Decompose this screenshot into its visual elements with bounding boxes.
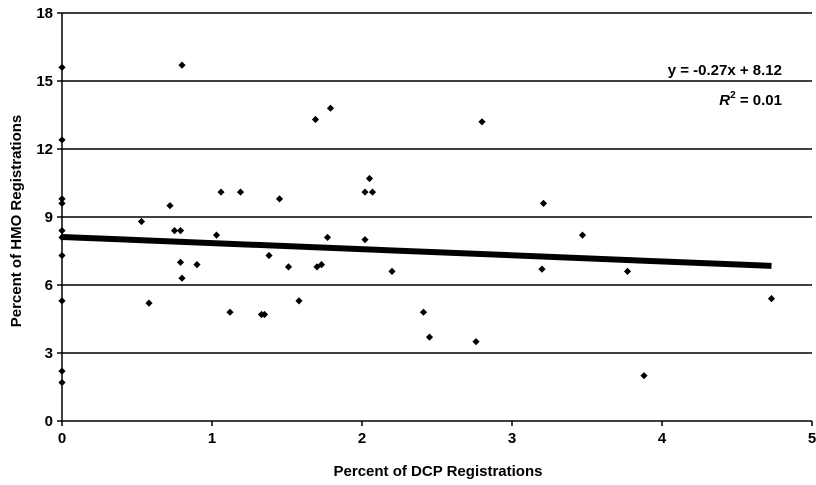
y-tick-labels: 0 3 6 9 12 15 18 [36, 5, 62, 430]
data-point [295, 297, 303, 305]
data-point [176, 227, 185, 235]
data-point [275, 195, 284, 203]
data-point [58, 233, 66, 241]
y-tick-label: 18 [36, 5, 53, 22]
data-point [58, 227, 66, 235]
data-point [58, 367, 66, 375]
x-axis-title: Percent of DCP Registrations [334, 463, 543, 480]
data-point [365, 174, 374, 183]
data-point [326, 104, 335, 112]
data-point [311, 115, 320, 124]
data-point [323, 233, 332, 241]
data-point [425, 333, 434, 341]
data-point [137, 217, 146, 226]
x-tick-label: 1 [208, 430, 216, 447]
x-tick-label: 4 [658, 430, 667, 447]
r-squared-r: R [719, 92, 730, 109]
data-point [145, 299, 153, 307]
data-point [539, 199, 548, 207]
r-squared-label: R2 = 0.01 [719, 90, 782, 109]
data-point [58, 199, 66, 207]
data-point [212, 231, 221, 239]
data-point [166, 202, 174, 210]
data-point [58, 63, 66, 71]
data-point [388, 267, 396, 275]
y-tick-label: 15 [36, 73, 53, 90]
data-point [478, 118, 486, 126]
data-point [361, 236, 369, 244]
data-point [170, 227, 179, 235]
x-tick-label: 0 [58, 430, 66, 447]
data-point [623, 267, 632, 275]
y-tick-label: 3 [45, 345, 53, 362]
data-point [58, 251, 66, 260]
trendline-equation: y = -0.27x + 8.12 [668, 62, 782, 79]
data-point [236, 188, 245, 196]
data-points [58, 61, 776, 387]
x-tick-label: 5 [808, 430, 816, 447]
data-point [226, 308, 234, 316]
y-tick-label: 0 [45, 413, 53, 430]
data-point [368, 188, 377, 196]
data-point [419, 308, 428, 316]
data-point [317, 261, 326, 269]
data-point [260, 310, 269, 319]
data-point [538, 265, 546, 273]
x-tick-label: 3 [508, 430, 516, 447]
x-tick-labels: 0 1 2 3 4 5 [58, 421, 816, 447]
data-point [193, 261, 201, 269]
r-squared-value: = 0.01 [736, 92, 782, 109]
trendline-group [61, 233, 772, 269]
data-point [284, 263, 293, 271]
data-point [178, 61, 186, 69]
data-point [58, 378, 66, 387]
y-axis-title: Percent of HMO Registrations [8, 115, 25, 328]
data-point [472, 338, 480, 346]
y-tick-label: 12 [36, 141, 53, 158]
data-point [578, 231, 587, 239]
r-squared-superscript: 2 [730, 90, 736, 101]
data-point [217, 188, 225, 196]
data-point [58, 297, 66, 305]
y-tick-label: 6 [45, 277, 53, 294]
data-point [767, 295, 776, 303]
data-point [58, 195, 66, 203]
data-point [178, 274, 186, 282]
data-point [265, 251, 273, 260]
trendline [61, 233, 772, 269]
data-point [58, 136, 66, 144]
x-tick-label: 2 [358, 430, 366, 447]
data-point [640, 372, 648, 380]
y-tick-label: 9 [45, 209, 53, 226]
data-point [176, 258, 185, 266]
gridlines [62, 12, 812, 354]
data-point [361, 188, 369, 196]
